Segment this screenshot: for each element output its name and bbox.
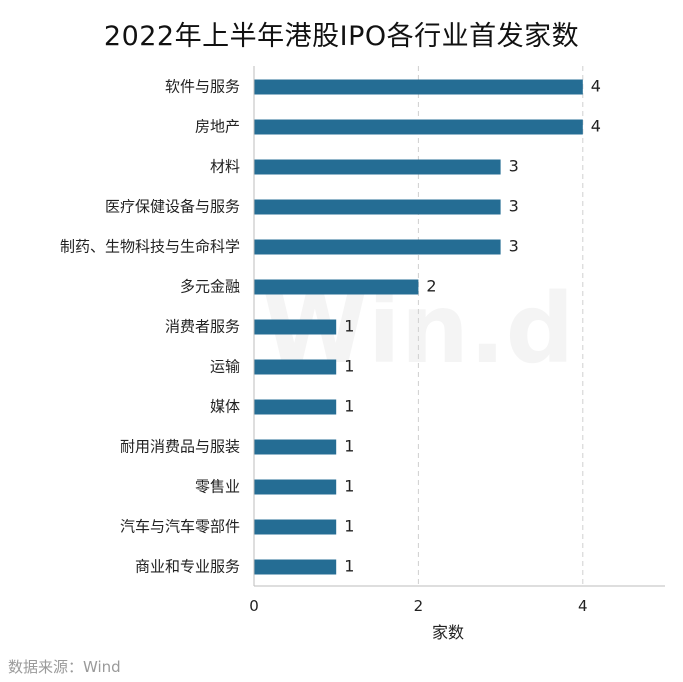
category-label: 医疗保健设备与服务: [105, 198, 240, 216]
data-label: 1: [344, 557, 354, 576]
bar: [254, 479, 337, 495]
category-label: 材料: [210, 158, 240, 176]
data-label: 1: [344, 477, 354, 496]
bar: [254, 559, 337, 575]
data-label: 3: [509, 157, 519, 176]
x-tick-label: 0: [249, 597, 259, 615]
category-label: 运输: [210, 358, 240, 376]
bars: [254, 79, 583, 575]
data-label: 1: [344, 437, 354, 456]
category-label: 消费者服务: [165, 318, 240, 336]
bar: [254, 159, 501, 175]
data-label: 1: [344, 517, 354, 536]
source-note: 数据来源：Wind: [8, 658, 121, 676]
bar: [254, 119, 583, 135]
bar: [254, 279, 419, 295]
category-label: 制药、生物科技与生命科学: [60, 238, 240, 256]
data-label: 3: [509, 237, 519, 256]
data-label: 1: [344, 357, 354, 376]
grid-lines: [417, 66, 584, 586]
bar: [254, 239, 501, 255]
category-label: 媒体: [210, 398, 240, 416]
bar: [254, 439, 337, 455]
bar: [254, 399, 337, 415]
bar: [254, 199, 501, 215]
bar: [254, 79, 583, 95]
bar: [254, 319, 337, 335]
data-label: 4: [591, 117, 601, 136]
category-label: 零售业: [195, 478, 240, 496]
axes: 0 2 4 家数 软件与服务 4 房地产 4 材料 3 医疗保健设备与服务 3 制药、生物科技与生命科学…: [60, 66, 665, 642]
data-label: 3: [509, 197, 519, 216]
bar: [254, 519, 337, 535]
category-label: 商业和专业服务: [135, 558, 240, 576]
category-label: 软件与服务: [165, 78, 240, 96]
bar: [254, 359, 337, 375]
data-label: 4: [591, 77, 601, 96]
category-label: 耐用消费品与服装: [120, 438, 240, 456]
data-label: 2: [426, 277, 436, 296]
category-label: 多元金融: [180, 278, 240, 296]
x-tick-label: 2: [414, 597, 424, 615]
category-label: 汽车与汽车零部件: [120, 518, 240, 536]
x-axis-title: 家数: [432, 623, 464, 642]
category-label: 房地产: [195, 118, 240, 136]
data-label: 1: [344, 397, 354, 416]
x-tick-label: 4: [578, 597, 588, 615]
chart-title: 2022年上半年港股IPO各行业首发家数: [103, 21, 580, 52]
data-label: 1: [344, 317, 354, 336]
